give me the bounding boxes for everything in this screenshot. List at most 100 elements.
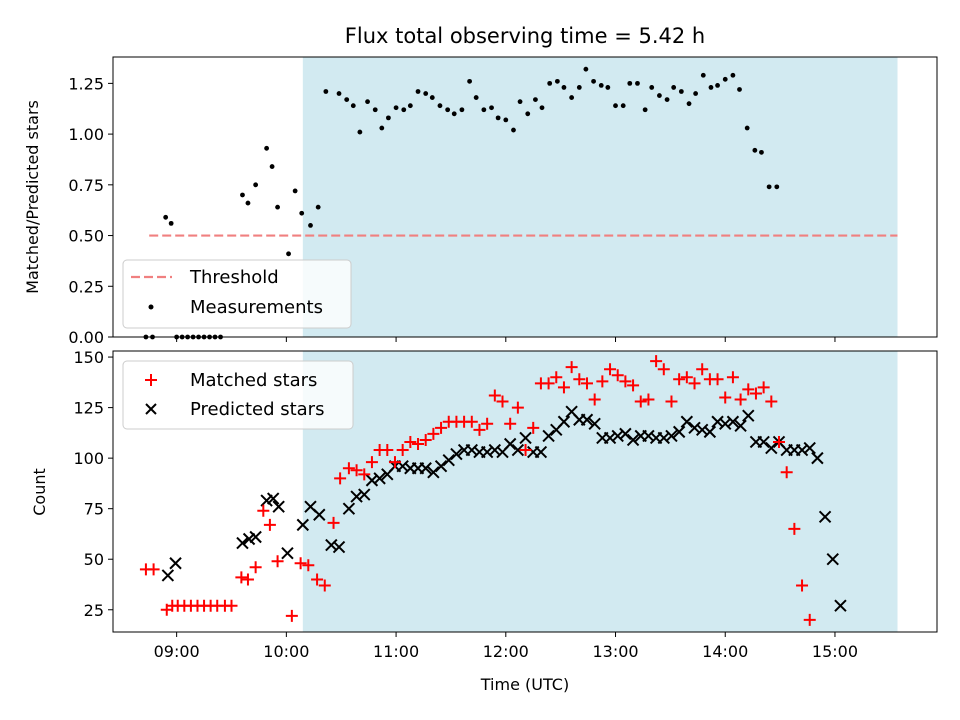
measurement-point [708, 85, 714, 90]
matched-star-point [257, 504, 270, 517]
ratio-legend-box [122, 259, 352, 329]
measurement-point [730, 72, 736, 78]
predicted-star-point [688, 421, 701, 435]
measurement-point [451, 111, 457, 117]
matched-star-point [542, 377, 555, 390]
measurement-point [511, 127, 516, 133]
predicted-star-point [765, 441, 778, 455]
measurement-point [357, 129, 363, 135]
matched-star-point [557, 381, 570, 394]
predicted-star-point [672, 425, 686, 439]
measurement-points [143, 66, 780, 340]
matched-star-point [311, 573, 324, 586]
predicted-star-point [742, 409, 755, 422]
measurement-point [344, 97, 350, 103]
predicted-star-point [488, 443, 502, 457]
matched-star-point [642, 393, 655, 406]
matched-star-point [318, 579, 331, 592]
predicted-star-point [557, 415, 571, 428]
matched-star-point [726, 371, 739, 384]
matched-star-point [711, 373, 724, 386]
measurement-point [372, 107, 378, 113]
count-observing-span [302, 351, 898, 632]
ratio-y-tick-label: 0.00 [68, 328, 104, 347]
matched-star-point [749, 387, 762, 400]
ratio-y-tick-label: 0.25 [68, 277, 104, 296]
matched-star-point [773, 435, 786, 448]
measurement-point [561, 85, 567, 90]
matched-star-point [765, 395, 778, 408]
matched-star-point [388, 456, 401, 469]
matched-star-point [527, 421, 540, 434]
ratio-y-ticks: 0.00 0.25 0.50 0.75 1.00 1.25 [68, 74, 113, 347]
count-x-tick-label: 12:00 [483, 642, 529, 661]
predicted-star-point [726, 415, 740, 428]
legend-predicted-swatch [145, 403, 157, 415]
count-legend: Matched stars Predicted stars [122, 360, 354, 430]
count-y-tick-label: 75 [84, 500, 104, 519]
predicted-star-point [734, 419, 747, 433]
measurement-point [671, 85, 677, 90]
ratio-y-tick-label: 0.50 [68, 227, 104, 246]
matched-star-point [565, 361, 578, 374]
ratio-panel: 0.00 0.25 0.50 0.75 1.00 1.25 Matched/Predict… [23, 56, 938, 347]
matched-star-point [294, 557, 307, 570]
chart-title: Flux total observing time = 5.42 h [345, 24, 705, 48]
matched-star-point [285, 609, 298, 622]
count-x-ticks: 09:00 10:00 11:00 12:00 13:00 14:00 15:00 [154, 632, 858, 661]
measurement-point [700, 72, 706, 78]
predicted-star-point [542, 429, 555, 443]
predicted-star-point [342, 502, 356, 515]
measurement-point [495, 115, 501, 121]
matched-star-point [504, 417, 517, 430]
predicted-star-point [161, 569, 175, 582]
measurement-point [657, 93, 662, 98]
ratio-x-ticks [176, 337, 836, 342]
matched-star-point [634, 395, 647, 408]
predicted-star-point [695, 423, 709, 437]
measurement-point [253, 182, 259, 188]
matched-star-point [327, 516, 340, 529]
measurement-point [168, 220, 174, 226]
legend-matched-label: Matched stars [190, 370, 317, 391]
measurement-point [539, 105, 545, 111]
predicted-star-point [373, 472, 386, 485]
matched-star-point [365, 456, 378, 469]
count-x-tick-label: 15:00 [812, 642, 858, 661]
count-y-tick-label: 125 [73, 399, 104, 418]
measurement-point [503, 117, 509, 123]
measurement-point [737, 87, 742, 92]
count-y-tick-label: 100 [73, 449, 104, 468]
matched-star-point [604, 363, 617, 376]
matched-star-point [481, 417, 494, 430]
ratio-legend: Threshold Measurements [122, 259, 352, 329]
measurement-point [323, 89, 329, 94]
matched-star-point [796, 579, 809, 592]
measurement-point [240, 192, 245, 198]
predicted-star-point [519, 431, 532, 445]
matched-star-point [742, 383, 755, 396]
count-x-tick-label: 11:00 [373, 642, 419, 661]
matched-star-point [334, 472, 347, 485]
measurement-point [264, 145, 270, 151]
measurement-point [481, 107, 487, 113]
matched-star-point [412, 437, 425, 450]
count-x-tick-label: 14:00 [702, 642, 748, 661]
predicted-star-point [434, 460, 448, 473]
legend-threshold-label: Threshold [189, 267, 279, 288]
matched-star-point [350, 464, 363, 477]
measurement-point [613, 103, 618, 109]
predicted-star-point [665, 429, 678, 443]
count-y-tick-label: 25 [84, 601, 104, 620]
count-y-tick-label: 150 [73, 348, 104, 367]
measurement-point [752, 147, 758, 153]
matched-star-point [688, 377, 701, 390]
predicted-star-point [818, 510, 832, 523]
matched-star-point [596, 375, 609, 388]
measurement-point [620, 103, 626, 109]
measurement-point [744, 125, 750, 131]
measurement-point [423, 91, 429, 96]
matched-star-points [139, 355, 816, 626]
predicted-star-point [803, 441, 816, 455]
measurement-point [292, 188, 298, 194]
